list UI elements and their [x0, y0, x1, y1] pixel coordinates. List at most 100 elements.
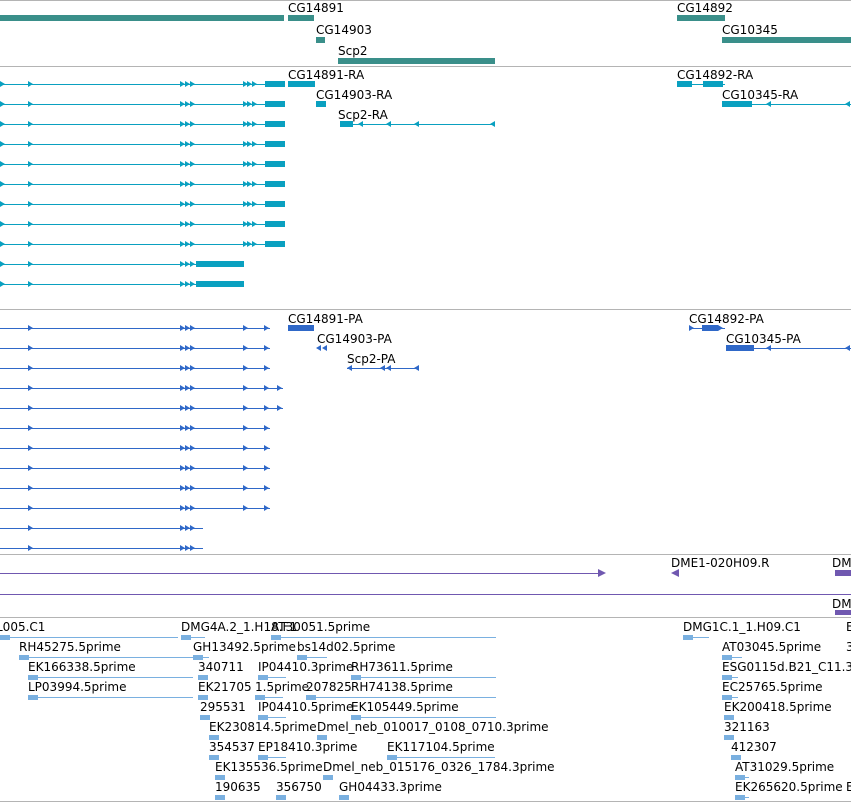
clone-label[interactable]: DM	[832, 597, 851, 611]
transcript-feature[interactable]	[722, 101, 752, 107]
est-label[interactable]: ESG0115d.B21_C11.3	[722, 660, 851, 674]
est-label[interactable]: E	[846, 620, 851, 634]
est-label[interactable]: DMG1C.1_1.H09.C1	[683, 620, 801, 634]
est-feature[interactable]	[735, 775, 745, 780]
transcript-feature[interactable]	[677, 84, 725, 85]
est-feature[interactable]	[351, 715, 361, 720]
est-feature[interactable]	[735, 795, 745, 800]
transcript-feature[interactable]	[0, 284, 244, 285]
est-feature[interactable]	[731, 755, 741, 760]
est-label[interactable]: EK117104.5prime	[387, 740, 495, 754]
est-feature[interactable]	[209, 755, 219, 760]
transcript-feature[interactable]	[726, 345, 754, 351]
est-feature[interactable]	[19, 655, 29, 660]
est-label[interactable]: 340711	[198, 660, 244, 674]
est-label[interactable]: Dmel_neb_015176_0326_1784.3prime	[323, 760, 555, 774]
est-label[interactable]: AT30051.5prime	[271, 620, 371, 634]
est-label[interactable]: RH74138.5prime	[351, 680, 453, 694]
est-feature[interactable]	[28, 695, 38, 700]
est-label[interactable]: 321163	[724, 720, 770, 734]
est-feature[interactable]	[683, 637, 709, 638]
est-feature[interactable]	[351, 675, 361, 680]
est-feature[interactable]	[258, 677, 286, 678]
est-label[interactable]: 354537	[209, 740, 255, 754]
est-feature[interactable]	[387, 757, 495, 758]
est-label[interactable]: bs14d02.5prime	[297, 640, 396, 654]
est-label[interactable]: 207825	[306, 680, 352, 694]
est-label[interactable]: GH04433.3prime	[339, 780, 442, 794]
gene-feature[interactable]	[722, 37, 851, 43]
est-label[interactable]: IP04410.5prime	[258, 700, 354, 714]
est-label[interactable]: 3	[846, 640, 851, 654]
transcript-label[interactable]: CG14903-PA	[317, 332, 392, 346]
est-feature[interactable]	[28, 677, 193, 678]
est-label[interactable]: E	[846, 780, 851, 794]
transcript-feature[interactable]	[288, 325, 314, 331]
est-feature[interactable]	[722, 657, 742, 658]
est-feature[interactable]	[722, 695, 732, 700]
est-feature[interactable]	[317, 735, 327, 740]
transcript-feature[interactable]	[265, 241, 285, 247]
est-feature[interactable]	[19, 657, 194, 658]
est-feature[interactable]	[351, 717, 496, 718]
transcript-feature[interactable]	[265, 101, 285, 107]
est-label[interactable]: Dmel_neb_010017_0108_0710.3prime	[317, 720, 549, 734]
est-label[interactable]: EP18410.3prime	[258, 740, 358, 754]
est-label[interactable]: 190635	[215, 780, 261, 794]
est-feature[interactable]	[258, 675, 268, 680]
est-feature[interactable]	[724, 735, 734, 740]
clone-feature[interactable]	[835, 610, 851, 615]
est-feature[interactable]	[271, 637, 496, 638]
clone-label[interactable]: DM	[832, 556, 851, 570]
est-feature[interactable]	[0, 635, 10, 640]
transcript-feature[interactable]	[0, 244, 285, 245]
est-label[interactable]: AT03045.5prime	[722, 640, 822, 654]
transcript-feature[interactable]	[265, 161, 285, 167]
transcript-feature[interactable]	[0, 548, 203, 549]
transcript-feature[interactable]	[340, 121, 353, 127]
est-feature[interactable]	[215, 775, 225, 780]
transcript-feature[interactable]	[0, 468, 270, 469]
est-label[interactable]: EK200418.5prime	[724, 700, 832, 714]
transcript-label[interactable]: CG14891-PA	[288, 312, 363, 326]
est-feature[interactable]	[683, 635, 693, 640]
transcript-feature[interactable]	[0, 264, 244, 265]
clone-label[interactable]: DME1-020H09.R	[671, 556, 770, 570]
est-feature[interactable]	[215, 795, 225, 800]
transcript-feature[interactable]	[0, 144, 285, 145]
est-feature[interactable]	[200, 715, 210, 720]
clone-feature[interactable]	[0, 573, 600, 574]
est-feature[interactable]	[255, 697, 283, 698]
transcript-feature[interactable]	[265, 221, 285, 227]
transcript-label[interactable]: CG14891-RA	[288, 68, 365, 82]
transcript-label[interactable]: Scp2-RA	[338, 108, 388, 122]
transcript-feature[interactable]	[196, 261, 244, 267]
est-feature[interactable]	[258, 755, 268, 760]
gene-label[interactable]: CG14903	[316, 23, 372, 37]
est-feature[interactable]	[28, 675, 38, 680]
clone-feature[interactable]	[0, 594, 851, 595]
transcript-feature[interactable]	[722, 104, 851, 105]
transcript-label[interactable]: CG14892-PA	[689, 312, 764, 326]
transcript-label[interactable]: CG10345-PA	[726, 332, 801, 346]
est-feature[interactable]	[297, 657, 327, 658]
est-feature[interactable]	[209, 735, 219, 740]
transcript-feature[interactable]	[0, 84, 285, 85]
gene-label[interactable]: Scp2	[338, 44, 368, 58]
est-feature[interactable]	[323, 775, 333, 780]
est-label[interactable]: L005.C1	[0, 620, 46, 634]
transcript-feature[interactable]	[0, 488, 270, 489]
transcript-feature[interactable]	[0, 184, 285, 185]
est-label[interactable]: EK230814.5prime	[209, 720, 317, 734]
transcript-feature[interactable]	[0, 528, 203, 529]
est-feature[interactable]	[339, 795, 349, 800]
est-label[interactable]: 356750	[276, 780, 322, 794]
transcript-feature[interactable]	[0, 508, 270, 509]
transcript-feature[interactable]	[196, 281, 244, 287]
transcript-feature[interactable]	[0, 388, 283, 389]
est-feature[interactable]	[198, 695, 208, 700]
est-feature[interactable]	[724, 715, 734, 720]
est-feature[interactable]	[306, 695, 316, 700]
est-feature[interactable]	[722, 655, 732, 660]
transcript-label[interactable]: CG14903-RA	[316, 88, 393, 102]
